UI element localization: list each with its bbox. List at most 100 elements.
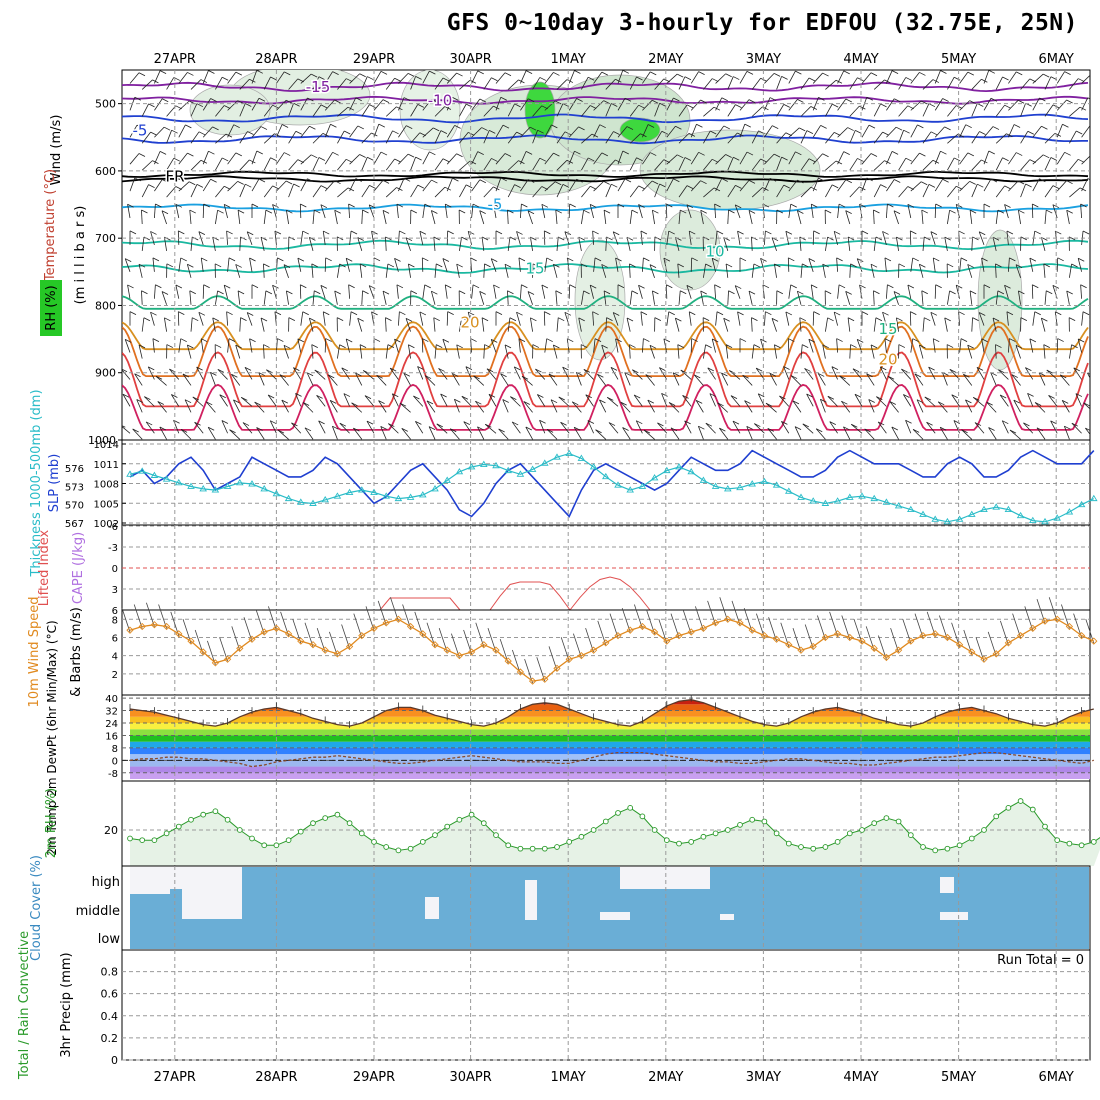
- wind-barb: [932, 338, 936, 353]
- wind-barb: [1094, 77, 1099, 90]
- wind-barb-flag: [845, 210, 852, 214]
- wind-barb: [479, 210, 485, 225]
- wind-barb: [544, 338, 548, 353]
- wind-barb-flag: [705, 263, 712, 268]
- wind-speed-marker: [394, 615, 403, 623]
- wind-barb: [955, 204, 960, 219]
- wind-barb-flag: [603, 181, 610, 185]
- rh-marker: [371, 839, 377, 845]
- tick-label: 24: [105, 719, 118, 730]
- wind-barb-flag: [367, 76, 374, 80]
- wind-barb: [799, 236, 802, 251]
- wind-barb: [227, 71, 237, 84]
- wind-barb-flag: [334, 180, 341, 185]
- wind-barb: [1069, 159, 1079, 171]
- tick-label: 3: [112, 585, 118, 596]
- wind-barb: [971, 78, 982, 90]
- wind-barb-flag: [224, 204, 231, 208]
- wind-barb: [467, 231, 472, 246]
- wind-barb: [281, 399, 289, 413]
- wind-barb-flag: [841, 400, 848, 405]
- wind-barb-flag: [373, 257, 381, 262]
- wind-barb: [454, 399, 460, 413]
- ylabel-thickness: Thickness 1000-500mb (dm): [29, 389, 44, 577]
- thickness-marker: [406, 493, 415, 500]
- wind-barb: [887, 375, 899, 386]
- wind-barb-flag: [431, 98, 438, 103]
- wind-barb-flag: [1052, 285, 1060, 289]
- wind-barb-flag: [217, 290, 224, 295]
- wind-barb: [169, 368, 180, 380]
- wind-barb: [593, 100, 604, 111]
- wind-barb: [1081, 74, 1090, 84]
- contour-label: 15: [878, 320, 897, 338]
- wind-barb: [459, 103, 467, 117]
- wind-barb-flag: [530, 236, 537, 241]
- wind-barb: [471, 151, 479, 165]
- wind-barb-flag: [546, 257, 553, 262]
- wind-barb-flag: [285, 99, 293, 104]
- wind-barb-flag: [214, 263, 222, 268]
- wind-barb: [657, 422, 668, 434]
- wind-barb: [642, 338, 644, 353]
- tick-label: 4: [112, 652, 118, 663]
- wind-barb: [698, 426, 704, 440]
- ylabel-lifted-index: Lifted Index: [37, 529, 52, 606]
- wind-barb: [286, 290, 289, 305]
- wind-barb: [666, 154, 678, 165]
- wind-barb: [256, 427, 265, 440]
- wind-barb: [642, 124, 649, 138]
- wind-barb-flag: [631, 209, 639, 214]
- wind-barb-flag: [1092, 345, 1098, 348]
- wind-barb: [1044, 157, 1052, 171]
- wind-barb: [161, 210, 167, 225]
- wind-speed-marker: [894, 646, 903, 654]
- wind-barb: [873, 160, 885, 171]
- wind-barb: [981, 338, 985, 353]
- wind-barb-flag: [431, 179, 438, 184]
- wind-barb-flag: [631, 290, 639, 295]
- wind-barb: [873, 131, 883, 144]
- wind-barb-flag: [355, 97, 362, 102]
- wind-speed-marker: [138, 622, 146, 631]
- wind-barb: [939, 427, 948, 440]
- wind-barb-flag: [1002, 157, 1009, 162]
- temp-line: [129, 699, 1094, 727]
- wind-barb-flag: [286, 290, 293, 295]
- wind-barb-flag: [938, 401, 945, 406]
- wind-barb-flag: [926, 421, 933, 426]
- wind-barb-flag: [187, 263, 194, 268]
- wind-barb-flag: [686, 104, 694, 109]
- wind-barb-flag: [1046, 369, 1053, 374]
- wind-barb: [649, 264, 655, 278]
- thickness-marker: [394, 494, 403, 502]
- wind-barb: [486, 368, 497, 380]
- wind-barb-flag: [721, 178, 728, 182]
- wind-barb-flag: [521, 203, 528, 208]
- wind-barb: [141, 236, 145, 251]
- wind-barb-flag: [951, 394, 958, 399]
- wind-barb-flag: [1006, 311, 1014, 316]
- wind-barb-flag: [525, 151, 533, 155]
- wind-barb: [277, 429, 289, 440]
- wind-barb: [361, 185, 370, 198]
- wind-barb: [345, 258, 350, 272]
- wind-barb: [959, 71, 969, 84]
- rh-marker: [529, 845, 536, 852]
- wind-barb: [154, 98, 163, 111]
- wind-barb-flag: [378, 123, 385, 128]
- wind-barb-flag: [666, 284, 673, 289]
- wind-barb: [901, 368, 912, 380]
- cloud-block: [425, 897, 439, 919]
- wind-barb-flag: [785, 311, 793, 316]
- wind-barb: [1008, 257, 1010, 272]
- rh-marker: [456, 816, 463, 823]
- wind-barb-flag: [1025, 183, 1032, 188]
- wind-barb: [973, 397, 985, 407]
- wind-barb: [446, 72, 457, 84]
- wind-barb-flag: [1079, 106, 1087, 111]
- wind-barb-flag: [735, 104, 742, 108]
- wind-barb-flag: [235, 264, 242, 268]
- temp-band: [130, 729, 1090, 736]
